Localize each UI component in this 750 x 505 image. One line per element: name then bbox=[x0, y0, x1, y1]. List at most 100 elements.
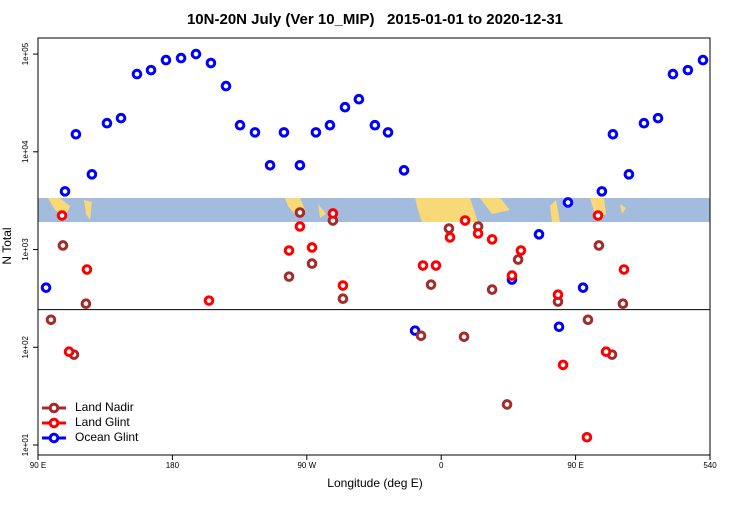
plot-frame bbox=[37, 37, 711, 456]
point bbox=[533, 229, 545, 240]
point bbox=[131, 68, 143, 80]
point bbox=[443, 223, 455, 234]
point bbox=[145, 64, 157, 76]
legend-label: Land Glint bbox=[75, 415, 130, 429]
x-tick-label: 90 W bbox=[297, 461, 316, 470]
point bbox=[294, 159, 306, 171]
point bbox=[324, 119, 336, 131]
point bbox=[596, 186, 608, 197]
legend-marker bbox=[48, 432, 60, 444]
point bbox=[600, 346, 612, 358]
point bbox=[459, 215, 471, 226]
point bbox=[607, 129, 619, 140]
point bbox=[220, 80, 232, 92]
point bbox=[458, 331, 470, 343]
point bbox=[45, 314, 57, 326]
point bbox=[562, 197, 574, 208]
point bbox=[697, 54, 709, 66]
point bbox=[234, 119, 246, 131]
point bbox=[283, 245, 295, 256]
x-tick-label: 0 bbox=[439, 461, 444, 470]
point bbox=[310, 127, 322, 138]
point bbox=[264, 159, 276, 171]
point bbox=[501, 399, 513, 410]
point bbox=[337, 280, 349, 291]
point bbox=[557, 359, 569, 371]
point bbox=[327, 208, 339, 219]
point bbox=[81, 264, 93, 275]
x-tick-label: 180 bbox=[166, 461, 180, 470]
point bbox=[190, 48, 202, 60]
point bbox=[339, 101, 351, 113]
point bbox=[618, 264, 630, 275]
point bbox=[398, 165, 410, 176]
point bbox=[56, 210, 68, 221]
point bbox=[577, 282, 589, 293]
x-axis-label: Longitude (deg E) bbox=[327, 476, 422, 490]
point bbox=[552, 289, 564, 300]
point bbox=[486, 284, 498, 295]
point bbox=[86, 169, 98, 180]
point bbox=[249, 127, 261, 138]
point bbox=[175, 52, 187, 64]
point bbox=[306, 258, 318, 269]
point bbox=[160, 54, 172, 66]
point bbox=[337, 293, 349, 304]
point bbox=[617, 298, 629, 310]
point bbox=[512, 254, 524, 265]
point bbox=[369, 119, 381, 131]
point bbox=[582, 314, 594, 326]
map-strip bbox=[38, 198, 710, 222]
legend-label: Ocean Glint bbox=[75, 430, 139, 444]
point bbox=[425, 279, 437, 290]
x-tick-label: 540 bbox=[703, 461, 717, 470]
point bbox=[486, 234, 498, 245]
point bbox=[472, 228, 484, 239]
point bbox=[652, 112, 664, 124]
y-tick-label: 1e+04 bbox=[21, 140, 30, 163]
y-tick-label: 1e+05 bbox=[21, 42, 30, 65]
point bbox=[63, 346, 75, 358]
point bbox=[294, 221, 306, 232]
point bbox=[203, 295, 215, 306]
point bbox=[101, 117, 113, 129]
point bbox=[415, 330, 427, 342]
legend-marker bbox=[48, 417, 60, 429]
point bbox=[283, 271, 295, 282]
point bbox=[57, 240, 69, 251]
point bbox=[115, 112, 127, 124]
point bbox=[278, 127, 290, 138]
y-axis-label: N Total bbox=[0, 227, 14, 264]
point bbox=[638, 117, 650, 129]
legend-label: Land Nadir bbox=[75, 400, 134, 414]
point bbox=[294, 207, 306, 218]
point bbox=[515, 245, 527, 256]
map-ocean bbox=[38, 198, 710, 222]
y-tick-label: 1e+03 bbox=[21, 238, 30, 261]
x-tick-label: 90 E bbox=[30, 461, 46, 470]
point bbox=[593, 240, 605, 251]
point bbox=[40, 282, 52, 293]
point bbox=[667, 68, 679, 80]
point bbox=[417, 260, 429, 271]
point bbox=[506, 270, 518, 281]
point bbox=[59, 186, 71, 197]
point bbox=[382, 127, 394, 138]
chart-title: 10N-20N July (Ver 10_MIP) 2015-01-01 to … bbox=[187, 11, 563, 28]
point bbox=[430, 260, 442, 271]
point bbox=[682, 64, 694, 76]
point bbox=[205, 57, 217, 69]
point bbox=[592, 210, 604, 221]
y-tick-label: 1e+02 bbox=[21, 335, 30, 358]
point bbox=[581, 431, 593, 443]
point bbox=[553, 321, 565, 333]
point bbox=[80, 298, 92, 310]
point bbox=[353, 93, 365, 105]
point bbox=[444, 232, 456, 243]
legend-marker bbox=[48, 402, 60, 414]
y-tick-label: 1e+01 bbox=[21, 433, 30, 456]
point bbox=[623, 169, 635, 180]
x-tick-label: 90 E bbox=[567, 461, 583, 470]
